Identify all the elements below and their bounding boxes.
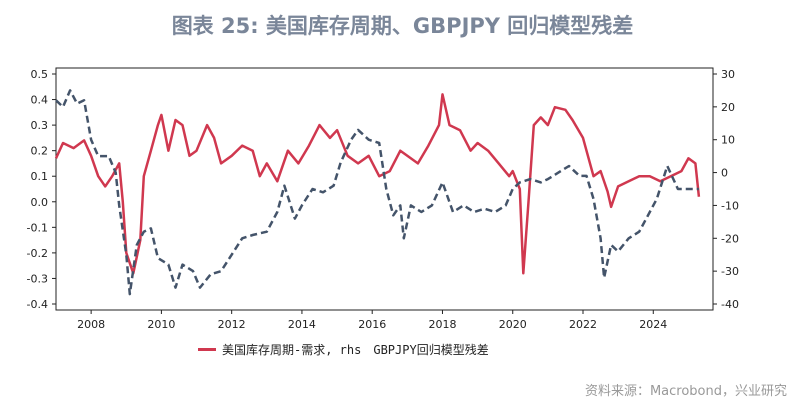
x-tick-label: 2014 [288, 318, 316, 331]
y-right-tick-label: -10 [721, 199, 739, 212]
x-tick-label: 2010 [147, 318, 175, 331]
x-tick-label: 2022 [569, 318, 597, 331]
x-tick-label: 2018 [428, 318, 456, 331]
plot-frame [55, 67, 714, 311]
x-tick-label: 2008 [77, 318, 105, 331]
chart-title: 图表 25: 美国库存周期、GBPJPY 回归模型残差 [171, 14, 634, 38]
y-left-tick-label: 0.4 [31, 94, 49, 107]
x-tick-label: 2012 [218, 318, 246, 331]
y-right-tick-label: 10 [721, 134, 735, 147]
y-right-tick-label: -40 [721, 298, 739, 311]
x-tick-label: 2020 [499, 318, 527, 331]
y-left-tick-label: 0.1 [31, 170, 49, 183]
series-line-gbpjpy [55, 89, 699, 296]
y-left-tick-label: -0.1 [27, 221, 48, 234]
legend-label-inventory: 美国库存周期-需求, rhs [222, 343, 362, 357]
legend-label-gbpjpy: GBPJPY回归模型残差 [373, 343, 489, 357]
y-right-tick-label: 20 [721, 101, 735, 114]
legend-swatch-inventory [198, 348, 216, 351]
y-left-tick-label: -0.3 [27, 272, 48, 285]
y-left-tick-label: 0.2 [31, 145, 49, 158]
series-line-inventory [54, 93, 701, 275]
legend: 美国库存周期-需求, rhs GBPJPY回归模型残差 [198, 341, 489, 358]
y-right-tick-label: -30 [721, 265, 739, 278]
y-right-tick-label: 0 [721, 167, 728, 180]
source-note: 资料来源：Macrobond，兴业研究 [584, 384, 787, 399]
y-left-tick-label: 0.3 [31, 119, 49, 132]
y-right-tick-label: 30 [721, 68, 735, 81]
y-right-tick-label: -20 [721, 232, 739, 245]
y-left-tick-label: 0.5 [31, 68, 49, 81]
x-tick-label: 2016 [358, 318, 386, 331]
y-left-tick-label: -0.2 [27, 247, 48, 260]
y-left-tick-label: 0.0 [31, 196, 49, 209]
y-left-tick-label: -0.4 [27, 298, 48, 311]
x-tick-label: 2024 [639, 318, 667, 331]
